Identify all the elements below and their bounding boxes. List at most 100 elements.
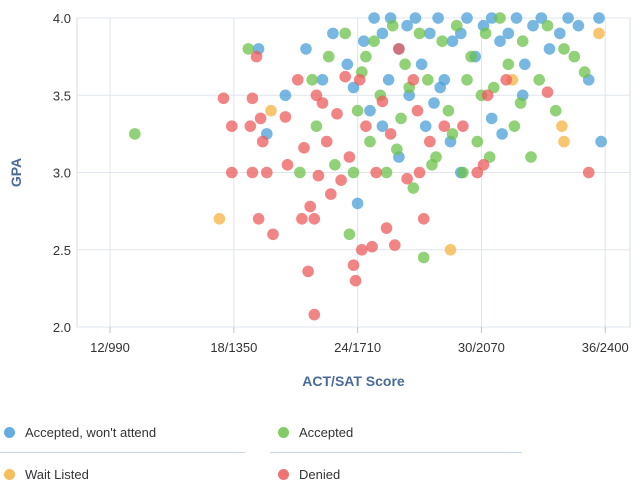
data-point (347, 166, 360, 179)
data-point (325, 188, 337, 200)
series-1 (129, 12, 591, 264)
data-point (329, 159, 341, 171)
data-point (292, 74, 304, 86)
legend-label: Denied (299, 467, 341, 482)
data-point (572, 19, 585, 32)
data-point (471, 135, 484, 148)
data-point (461, 74, 473, 86)
data-point (461, 12, 473, 24)
data-point (541, 19, 554, 32)
data-point (488, 81, 500, 94)
data-point (320, 135, 333, 148)
data-point (442, 104, 455, 117)
data-point (261, 166, 273, 179)
data-point (549, 104, 562, 117)
data-point (407, 74, 420, 86)
data-point (254, 112, 267, 125)
data-point (368, 12, 380, 24)
legend-item-accepted: Accepted (278, 425, 353, 440)
data-point (364, 104, 376, 117)
data-point (364, 135, 376, 148)
data-point (424, 27, 436, 40)
data-point (409, 12, 422, 24)
data-point (595, 135, 607, 148)
legend-item-wait-listed: Wait Listed (4, 467, 89, 482)
data-point (213, 213, 226, 225)
data-point (541, 86, 554, 98)
data-point (432, 12, 444, 24)
data-point (399, 58, 411, 71)
data-points (129, 12, 607, 321)
data-point (568, 50, 581, 63)
data-point (335, 174, 347, 186)
data-point (370, 166, 383, 179)
legend-swatch (278, 469, 289, 480)
data-point (582, 166, 595, 179)
legend-divider (0, 452, 245, 453)
data-point (422, 74, 434, 86)
legend-divider (270, 452, 522, 453)
data-point (310, 89, 323, 102)
data-point (246, 166, 259, 179)
data-point (349, 274, 362, 287)
data-point (351, 104, 364, 117)
data-point (339, 70, 352, 83)
data-point (502, 27, 515, 40)
data-point (578, 66, 591, 78)
data-point (593, 27, 605, 40)
data-point (407, 182, 420, 194)
data-point (376, 120, 389, 132)
data-point (304, 200, 317, 213)
data-point (417, 213, 430, 225)
legend-item-denied: Denied (278, 467, 340, 482)
data-point (252, 213, 265, 225)
x-tick-label: 12/990 (90, 340, 130, 355)
data-point (401, 172, 413, 185)
x-axis-title: ACT/SAT Score (302, 373, 405, 389)
data-point (339, 27, 352, 40)
data-point (331, 108, 343, 120)
data-point (465, 50, 477, 63)
data-point (316, 74, 329, 86)
data-point (436, 35, 449, 47)
data-point (267, 228, 279, 241)
data-point (438, 120, 451, 132)
data-point (386, 19, 399, 32)
data-point (347, 259, 360, 272)
data-point (496, 128, 508, 140)
data-point (413, 27, 426, 40)
data-point (428, 97, 440, 109)
data-point (382, 74, 395, 86)
legend-label: Wait Listed (25, 467, 89, 482)
data-point (353, 74, 366, 86)
data-point (343, 151, 356, 163)
y-tick-label: 3.5 (53, 88, 71, 103)
y-tick-label: 3.0 (53, 166, 71, 181)
data-point (308, 308, 321, 321)
data-point (300, 43, 312, 55)
data-point (129, 128, 141, 140)
data-point (306, 74, 319, 86)
data-point (341, 58, 354, 71)
data-point (417, 251, 430, 264)
data-point (413, 166, 426, 179)
data-point (376, 95, 389, 108)
data-point (351, 197, 364, 210)
data-point (217, 92, 230, 105)
scatter-chart: 12/990 18/1350 24/1710 30/2070 36/2400 2.02.… (8, 11, 631, 389)
data-point (471, 166, 484, 179)
data-point (368, 35, 380, 47)
data-point (419, 120, 432, 132)
data-point (347, 81, 360, 94)
y-tick-label: 4.0 (53, 11, 71, 26)
data-point (384, 128, 397, 140)
data-point (593, 12, 605, 24)
legend-swatch (4, 427, 15, 438)
data-point (246, 92, 259, 105)
data-point (481, 89, 494, 102)
data-point (296, 213, 308, 225)
data-point (380, 222, 393, 234)
data-point (502, 58, 515, 71)
x-axis-ticks: 12/990 18/1350 24/1710 30/2070 36/2400 (90, 340, 629, 355)
data-point (343, 228, 356, 241)
